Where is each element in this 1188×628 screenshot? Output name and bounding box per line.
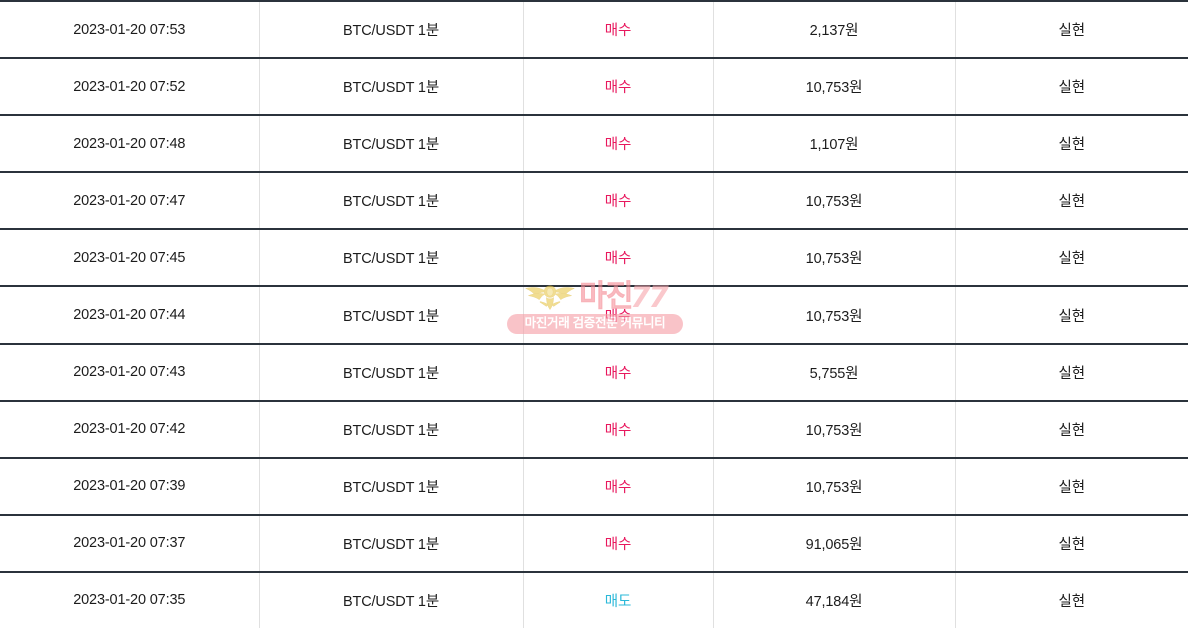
cell-status: 실현 — [955, 0, 1188, 60]
cell-pair: BTC/USDT 1분 — [259, 342, 524, 402]
cell-status: 실현 — [955, 399, 1188, 459]
table-row[interactable]: 2023-01-20 07:43 BTC/USDT 1분 매수 5,755원 실현 — [0, 342, 1188, 402]
table-row[interactable]: 2023-01-20 07:47 BTC/USDT 1분 매수 10,753원 실현 — [0, 171, 1188, 231]
cell-status: 실현 — [955, 114, 1188, 174]
cell-pair: BTC/USDT 1분 — [259, 513, 524, 573]
cell-time: 2023-01-20 07:53 — [0, 0, 260, 60]
cell-status: 실현 — [955, 342, 1188, 402]
table-row[interactable]: 2023-01-20 07:52 BTC/USDT 1분 매수 10,753원 실현 — [0, 57, 1188, 117]
cell-time: 2023-01-20 07:52 — [0, 57, 260, 117]
cell-time: 2023-01-20 07:48 — [0, 114, 260, 174]
cell-side: 매수 — [523, 342, 714, 402]
cell-pair: BTC/USDT 1분 — [259, 57, 524, 117]
cell-amount: 5,755원 — [713, 342, 956, 402]
cell-side: 매도 — [523, 570, 714, 628]
cell-side: 매수 — [523, 114, 714, 174]
cell-time: 2023-01-20 07:45 — [0, 228, 260, 288]
cell-pair: BTC/USDT 1분 — [259, 0, 524, 60]
cell-pair: BTC/USDT 1분 — [259, 399, 524, 459]
cell-time: 2023-01-20 07:39 — [0, 456, 260, 516]
cell-time: 2023-01-20 07:43 — [0, 342, 260, 402]
cell-pair: BTC/USDT 1분 — [259, 285, 524, 345]
cell-amount: 10,753원 — [713, 285, 956, 345]
cell-amount: 2,137원 — [713, 0, 956, 60]
cell-status: 실현 — [955, 285, 1188, 345]
table-row[interactable]: 2023-01-20 07:45 BTC/USDT 1분 매수 10,753원 실현 — [0, 228, 1188, 288]
cell-time: 2023-01-20 07:44 — [0, 285, 260, 345]
table-row[interactable]: 2023-01-20 07:48 BTC/USDT 1분 매수 1,107원 실현 — [0, 114, 1188, 174]
table-row[interactable]: 2023-01-20 07:53 BTC/USDT 1분 매수 2,137원 실현 — [0, 0, 1188, 60]
cell-side: 매수 — [523, 285, 714, 345]
cell-status: 실현 — [955, 57, 1188, 117]
table-row[interactable]: 2023-01-20 07:42 BTC/USDT 1분 매수 10,753원 실현 — [0, 399, 1188, 459]
cell-time: 2023-01-20 07:35 — [0, 570, 260, 628]
cell-status: 실현 — [955, 228, 1188, 288]
cell-time: 2023-01-20 07:37 — [0, 513, 260, 573]
cell-side: 매수 — [523, 57, 714, 117]
cell-pair: BTC/USDT 1분 — [259, 114, 524, 174]
cell-pair: BTC/USDT 1분 — [259, 570, 524, 628]
cell-status: 실현 — [955, 456, 1188, 516]
cell-side: 매수 — [523, 228, 714, 288]
cell-status: 실현 — [955, 570, 1188, 628]
cell-side: 매수 — [523, 171, 714, 231]
cell-time: 2023-01-20 07:47 — [0, 171, 260, 231]
cell-amount: 10,753원 — [713, 228, 956, 288]
cell-pair: BTC/USDT 1분 — [259, 228, 524, 288]
cell-status: 실현 — [955, 513, 1188, 573]
cell-pair: BTC/USDT 1분 — [259, 171, 524, 231]
cell-amount: 91,065원 — [713, 513, 956, 573]
cell-side: 매수 — [523, 399, 714, 459]
table-row[interactable]: 2023-01-20 07:44 BTC/USDT 1분 매수 10,753원 실현 — [0, 285, 1188, 345]
cell-pair: BTC/USDT 1분 — [259, 456, 524, 516]
cell-amount: 47,184원 — [713, 570, 956, 628]
cell-amount: 10,753원 — [713, 57, 956, 117]
cell-side: 매수 — [523, 513, 714, 573]
cell-side: 매수 — [523, 456, 714, 516]
table-row[interactable]: 2023-01-20 07:37 BTC/USDT 1분 매수 91,065원 실현 — [0, 513, 1188, 573]
cell-status: 실현 — [955, 171, 1188, 231]
cell-amount: 10,753원 — [713, 171, 956, 231]
cell-amount: 10,753원 — [713, 456, 956, 516]
cell-time: 2023-01-20 07:42 — [0, 399, 260, 459]
cell-side: 매수 — [523, 0, 714, 60]
cell-amount: 10,753원 — [713, 399, 956, 459]
table-row[interactable]: 2023-01-20 07:39 BTC/USDT 1분 매수 10,753원 실현 — [0, 456, 1188, 516]
cell-amount: 1,107원 — [713, 114, 956, 174]
table-row[interactable]: 2023-01-20 07:35 BTC/USDT 1분 매도 47,184원 실현 — [0, 570, 1188, 628]
